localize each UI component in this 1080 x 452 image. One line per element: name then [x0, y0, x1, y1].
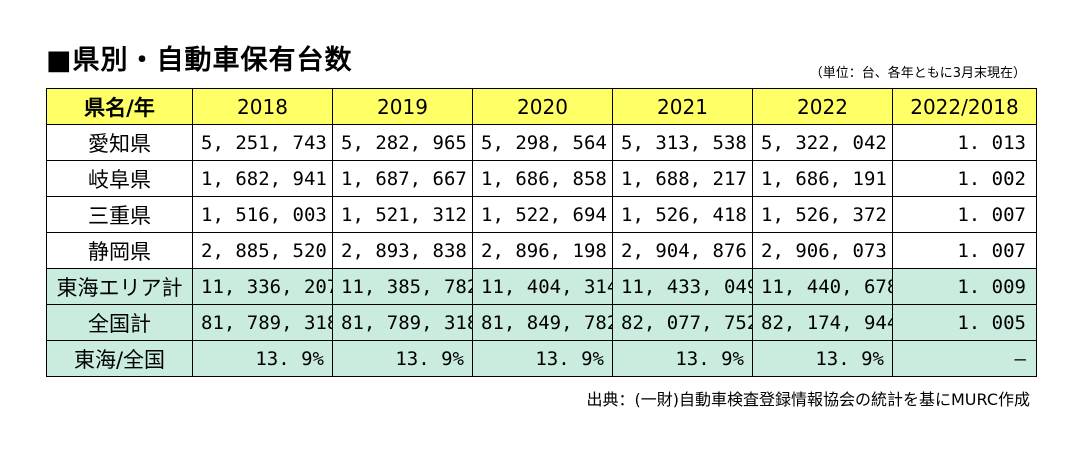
ratio-cell: —	[892, 340, 1037, 377]
table-cell: 11, 336, 207	[192, 268, 333, 305]
table-cell: 82, 077, 752	[612, 304, 753, 341]
column-header-2022: 2022	[752, 88, 893, 125]
table-cell: 1, 687, 667	[332, 160, 473, 197]
row-label: 岐阜県	[46, 160, 193, 197]
table-cell: 5, 298, 564	[472, 124, 613, 161]
table-cell: 5, 322, 042	[752, 124, 893, 161]
table-cell: 1, 688, 217	[612, 160, 753, 197]
table-cell: 5, 282, 965	[332, 124, 473, 161]
table-row: 静岡県 2, 885, 520 2, 893, 838 2, 896, 198 …	[46, 232, 1037, 269]
table-row: 三重県 1, 516, 003 1, 521, 312 1, 522, 694 …	[46, 196, 1037, 233]
row-label: 愛知県	[46, 124, 193, 161]
table-cell: 1, 682, 941	[192, 160, 333, 197]
table-cell: 5, 251, 743	[192, 124, 333, 161]
row-label: 東海/全国	[46, 340, 193, 377]
table-row-share: 東海/全国 13. 9% 13. 9% 13. 9% 13. 9% 13. 9%…	[46, 340, 1037, 377]
table-cell: 1, 521, 312	[332, 196, 473, 233]
table-cell: 13. 9%	[192, 340, 333, 377]
table-cell: 1, 522, 694	[472, 196, 613, 233]
table-cell: 1, 686, 191	[752, 160, 893, 197]
table-cell: 2, 893, 838	[332, 232, 473, 269]
row-label: 三重県	[46, 196, 193, 233]
table-row-total: 全国計 81, 789, 318 81, 789, 318 81, 849, 7…	[46, 304, 1037, 341]
table-cell: 1, 516, 003	[192, 196, 333, 233]
ratio-cell: 1. 009	[892, 268, 1037, 305]
table-cell: 2, 906, 073	[752, 232, 893, 269]
table-cell: 13. 9%	[612, 340, 753, 377]
table-cell: 82, 174, 944	[752, 304, 893, 341]
table-cell: 1, 686, 858	[472, 160, 613, 197]
table-cell: 1, 526, 418	[612, 196, 753, 233]
table-cell: 13. 9%	[752, 340, 893, 377]
table-cell: 11, 385, 782	[332, 268, 473, 305]
row-label: 全国計	[46, 304, 193, 341]
table-cell: 11, 440, 678	[752, 268, 893, 305]
ratio-cell: 1. 007	[892, 232, 1037, 269]
column-header-2019: 2019	[332, 88, 473, 125]
ratio-cell: 1. 005	[892, 304, 1037, 341]
ratio-cell: 1. 013	[892, 124, 1037, 161]
page-title: ■県別・自動車保有台数	[46, 45, 353, 76]
vehicle-ownership-table: 県名/年 2018 2019 2020 2021 2022 2022/2018 …	[46, 88, 1037, 377]
table-header-row: 県名/年 2018 2019 2020 2021 2022 2022/2018	[46, 88, 1037, 125]
row-label: 東海エリア計	[46, 268, 193, 305]
unit-note: （単位：台、各年ともに3月末現在）	[809, 66, 1026, 81]
table-cell: 13. 9%	[332, 340, 473, 377]
table-row: 愛知県 5, 251, 743 5, 282, 965 5, 298, 564 …	[46, 124, 1037, 161]
ratio-cell: 1. 007	[892, 196, 1037, 233]
row-label: 静岡県	[46, 232, 193, 269]
table-cell: 2, 885, 520	[192, 232, 333, 269]
table-cell: 2, 904, 876	[612, 232, 753, 269]
column-header-prefecture-year: 県名/年	[46, 88, 193, 125]
source-note: 出典：(一財)自動車検査登録情報協会の統計を基にMURC作成	[586, 390, 1031, 409]
table-cell: 13. 9%	[472, 340, 613, 377]
table-cell: 81, 789, 318	[192, 304, 333, 341]
table-cell: 5, 313, 538	[612, 124, 753, 161]
ratio-cell: 1. 002	[892, 160, 1037, 197]
column-header-ratio: 2022/2018	[892, 88, 1037, 125]
table-cell: 11, 404, 314	[472, 268, 613, 305]
table-row-total: 東海エリア計 11, 336, 207 11, 385, 782 11, 404…	[46, 268, 1037, 305]
table-cell: 81, 849, 782	[472, 304, 613, 341]
table-cell: 1, 526, 372	[752, 196, 893, 233]
column-header-2018: 2018	[192, 88, 333, 125]
table-cell: 2, 896, 198	[472, 232, 613, 269]
table-row: 岐阜県 1, 682, 941 1, 687, 667 1, 686, 858 …	[46, 160, 1037, 197]
column-header-2021: 2021	[612, 88, 753, 125]
table-cell: 81, 789, 318	[332, 304, 473, 341]
column-header-2020: 2020	[472, 88, 613, 125]
table-cell: 11, 433, 049	[612, 268, 753, 305]
